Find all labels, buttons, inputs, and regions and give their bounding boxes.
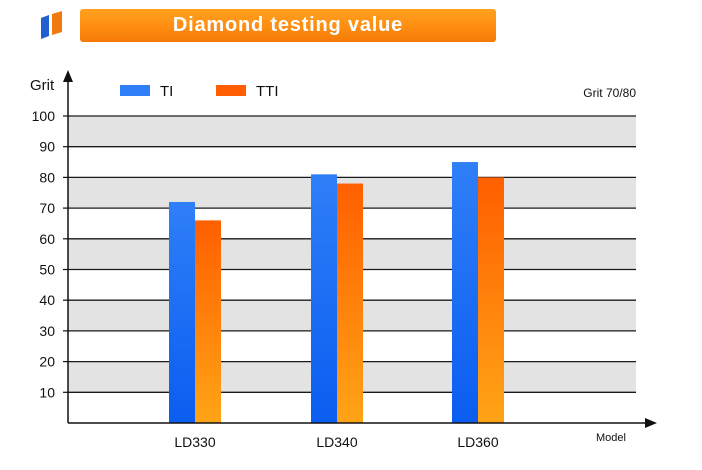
x-axis-label: Model (596, 432, 626, 444)
x-tick-label: LD330 (174, 434, 215, 450)
title-banner: Diamond testing value (80, 9, 496, 42)
y-tick-labels: 10 20 30 40 50 60 70 80 90 100 (32, 108, 56, 400)
brand-logo (38, 10, 66, 40)
y-axis-label: Grit (30, 77, 55, 94)
bar-ti-ld360 (452, 162, 478, 424)
bar-tti-ld340 (337, 183, 363, 423)
y-tick-label: 90 (39, 139, 55, 155)
x-axis-arrow (645, 418, 657, 428)
x-tick-label: LD360 (457, 434, 498, 450)
chart-title: Diamond testing value (172, 14, 404, 36)
x-tick-label: LD340 (316, 434, 357, 450)
x-tick-labels: LD330 LD340 LD360 (174, 434, 498, 450)
legend-swatch-tti (216, 85, 246, 96)
chart-annotation: Grit 70/80 (583, 86, 636, 100)
bar-ti-ld330 (169, 201, 195, 423)
y-tick-label: 100 (32, 108, 56, 124)
y-tick-label: 80 (39, 169, 55, 185)
y-tick-label: 50 (39, 262, 55, 278)
y-tick-label: 70 (39, 200, 55, 216)
y-tick-label: 60 (39, 231, 55, 247)
bar-tti-ld360 (478, 177, 504, 423)
y-axis-arrow (63, 70, 73, 82)
legend-label-ti: TI (160, 83, 173, 100)
y-tick-label: 30 (39, 323, 55, 339)
grid-band (68, 116, 636, 147)
legend-swatch-ti (120, 85, 150, 96)
bar-tti-ld330 (195, 220, 221, 423)
legend-label-tti: TTI (256, 83, 279, 100)
y-tick-label: 20 (39, 354, 55, 370)
bar-series (169, 162, 504, 424)
bar-ti-ld340 (311, 174, 337, 423)
y-tick-label: 40 (39, 292, 55, 308)
axes (63, 70, 657, 428)
legend: TI TTI (120, 83, 279, 100)
y-tick-label: 10 (39, 384, 55, 400)
